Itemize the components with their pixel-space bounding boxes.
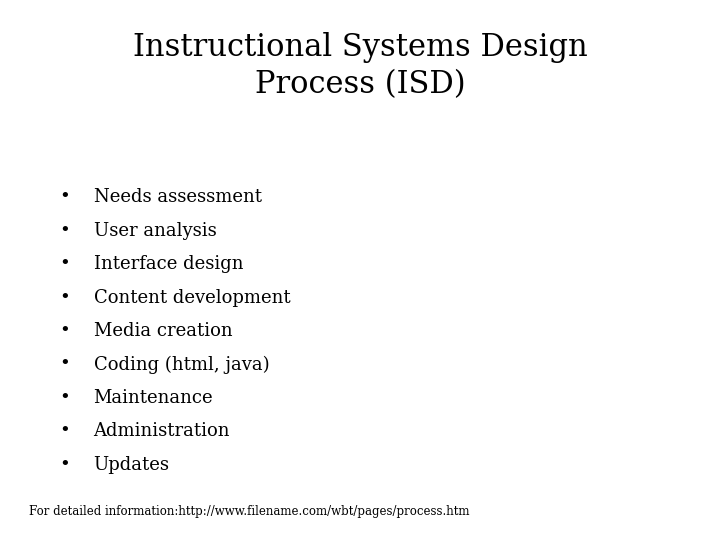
Text: •: • [60,422,70,441]
Text: Content development: Content development [94,288,290,307]
Text: Updates: Updates [94,456,170,474]
Text: Interface design: Interface design [94,255,243,273]
Text: •: • [60,288,70,307]
Text: •: • [60,221,70,240]
Text: Instructional Systems Design
Process (ISD): Instructional Systems Design Process (IS… [132,32,588,100]
Text: •: • [60,456,70,474]
Text: •: • [60,355,70,374]
Text: Media creation: Media creation [94,322,233,340]
Text: For detailed information:http://www.filename.com/wbt/pages/process.htm: For detailed information:http://www.file… [29,505,469,518]
Text: Maintenance: Maintenance [94,389,213,407]
Text: Needs assessment: Needs assessment [94,188,261,206]
Text: User analysis: User analysis [94,221,216,240]
Text: •: • [60,322,70,340]
Text: Administration: Administration [94,422,230,441]
Text: •: • [60,255,70,273]
Text: Coding (html, java): Coding (html, java) [94,355,269,374]
Text: •: • [60,188,70,206]
Text: •: • [60,389,70,407]
